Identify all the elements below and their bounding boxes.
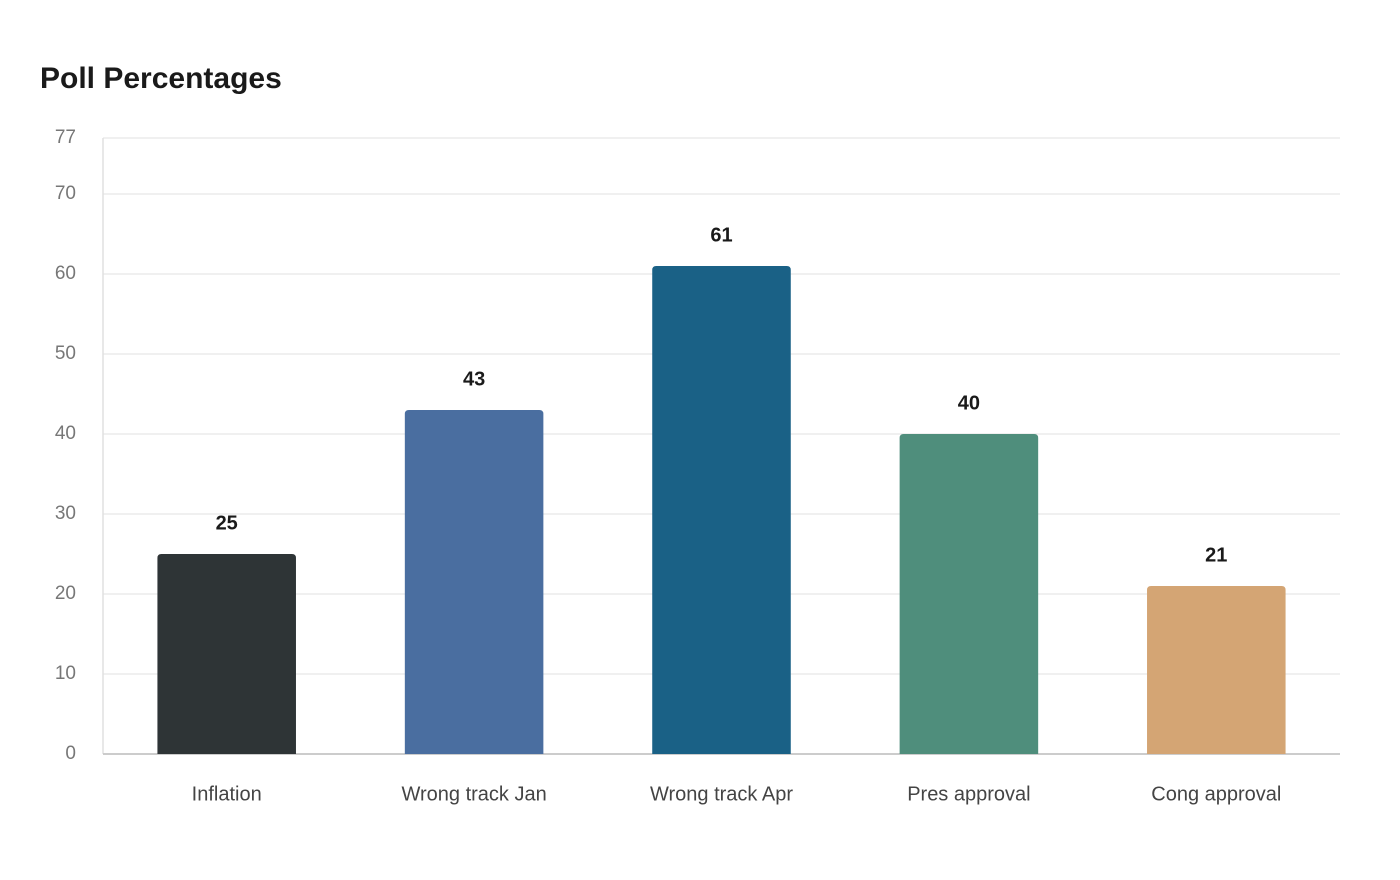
x-tick-label: Wrong track Jan (401, 783, 546, 805)
y-tick-label: 50 (55, 343, 76, 364)
x-tick-label: Wrong track Apr (650, 783, 793, 805)
bar (899, 434, 1039, 754)
x-tick-label: Pres approval (907, 783, 1030, 805)
value-label: 61 (710, 224, 732, 246)
y-tick-label: 60 (55, 263, 76, 284)
y-tick-label: 10 (55, 663, 76, 684)
y-tick-label: 40 (55, 423, 76, 444)
value-label: 40 (958, 392, 980, 414)
bar (652, 266, 791, 754)
chart-title: Poll Percentages (40, 62, 282, 95)
value-label: 43 (463, 368, 485, 390)
y-tick-label: 77 (55, 127, 76, 148)
y-tick-label: 30 (55, 503, 76, 524)
bar (404, 410, 544, 754)
x-tick-label: Cong approval (1151, 783, 1281, 805)
value-label: 25 (216, 512, 238, 534)
bar (1147, 586, 1286, 754)
y-tick-label: 70 (55, 183, 76, 204)
x-tick-label: Inflation (192, 783, 262, 805)
bar (157, 554, 296, 754)
y-tick-label: 0 (65, 743, 76, 764)
y-tick-label: 20 (55, 583, 76, 604)
value-label: 21 (1205, 544, 1227, 566)
